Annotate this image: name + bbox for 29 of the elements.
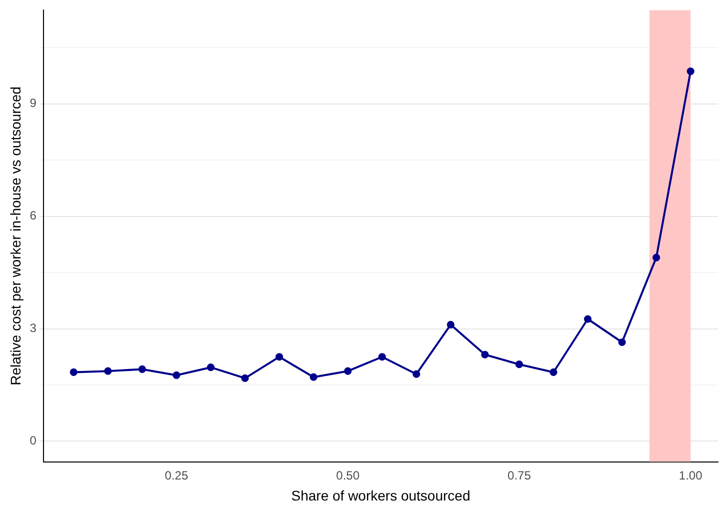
y-tick-label: 6 bbox=[30, 208, 37, 223]
x-tick-label: 1.00 bbox=[678, 468, 703, 482]
point bbox=[584, 315, 592, 323]
point bbox=[138, 365, 146, 374]
point bbox=[241, 374, 249, 382]
y-tick-label: 0 bbox=[30, 434, 37, 448]
x-tick-label: 0.25 bbox=[164, 468, 188, 482]
point bbox=[686, 67, 694, 76]
y-tick-label: 3 bbox=[30, 321, 37, 336]
point bbox=[515, 360, 524, 368]
x-axis-title: Share of workers outsourced bbox=[291, 487, 470, 504]
point bbox=[70, 368, 78, 376]
point bbox=[104, 367, 112, 375]
point bbox=[618, 338, 626, 346]
point bbox=[172, 371, 180, 380]
point bbox=[446, 320, 454, 328]
x-tick-label: 0.50 bbox=[336, 468, 360, 482]
y-axis-title: Relative cost per worker in-house vs outsourced bbox=[7, 86, 24, 386]
point bbox=[206, 364, 215, 372]
point bbox=[481, 350, 489, 358]
point bbox=[412, 370, 420, 378]
x-tick-label: 0.75 bbox=[508, 468, 532, 482]
point bbox=[310, 373, 318, 381]
point bbox=[275, 353, 284, 361]
point bbox=[344, 367, 352, 375]
point bbox=[550, 368, 558, 376]
point bbox=[378, 353, 386, 361]
point bbox=[652, 254, 660, 262]
y-tick-label: 9 bbox=[30, 96, 37, 110]
